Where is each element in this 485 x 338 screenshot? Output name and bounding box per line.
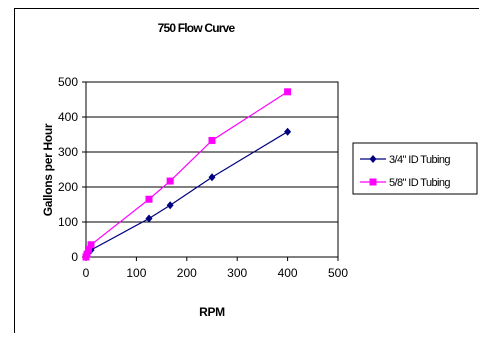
y-axis-title: Gallons per Hour (41, 123, 55, 216)
data-point-1-3 (87, 241, 95, 249)
data-point-1-7 (284, 88, 292, 96)
x-tick-label-2: 200 (177, 266, 197, 280)
chart-frame (14, 8, 479, 333)
data-point-1-4 (145, 195, 153, 203)
series-1 (82, 88, 292, 261)
plot-area-border (85, 81, 339, 258)
y-tick-label-3: 300 (58, 145, 78, 159)
data-point-1-6 (208, 136, 216, 144)
x-tick-label-1: 100 (126, 266, 146, 280)
y-tick-label-5: 500 (58, 75, 78, 89)
y-tick-label-4: 400 (58, 110, 78, 124)
data-point-1-5 (166, 177, 174, 185)
data-point-0-6 (208, 173, 216, 182)
x-tick-label-3: 300 (227, 266, 247, 280)
legend-marker-1 (369, 178, 377, 186)
series-line-0 (85, 131, 288, 258)
series-0 (82, 127, 292, 261)
series-layer (82, 88, 292, 261)
gridlines (86, 116, 338, 223)
data-point-0-5 (166, 201, 174, 210)
x-axis-title: RPM (199, 305, 225, 319)
chart-title: 750 Flow Curve (158, 21, 236, 35)
tick-labels: 0 100 200 300 400 500 0 100 200 300 400 500 (58, 75, 348, 280)
y-tick-label-2: 200 (58, 180, 78, 194)
x-tick-label-0: 0 (83, 266, 90, 280)
data-point-0-4 (145, 214, 153, 223)
data-point-1-1 (83, 250, 91, 258)
legend-label-0: 3/4" ID Tubing (389, 154, 450, 166)
x-tick-label-4: 400 (278, 266, 298, 280)
data-point-0-7 (284, 127, 292, 136)
legend: 3/4" ID Tubing 5/8" ID Tubing (352, 142, 478, 195)
y-tick-label-0: 0 (71, 250, 78, 264)
y-tick-label-1: 100 (58, 215, 78, 229)
x-tick-label-5: 500 (328, 266, 348, 280)
legend-label-1: 5/8" ID Tubing (389, 177, 450, 189)
data-point-1-2 (85, 245, 93, 253)
legend-marker-0 (369, 155, 377, 163)
